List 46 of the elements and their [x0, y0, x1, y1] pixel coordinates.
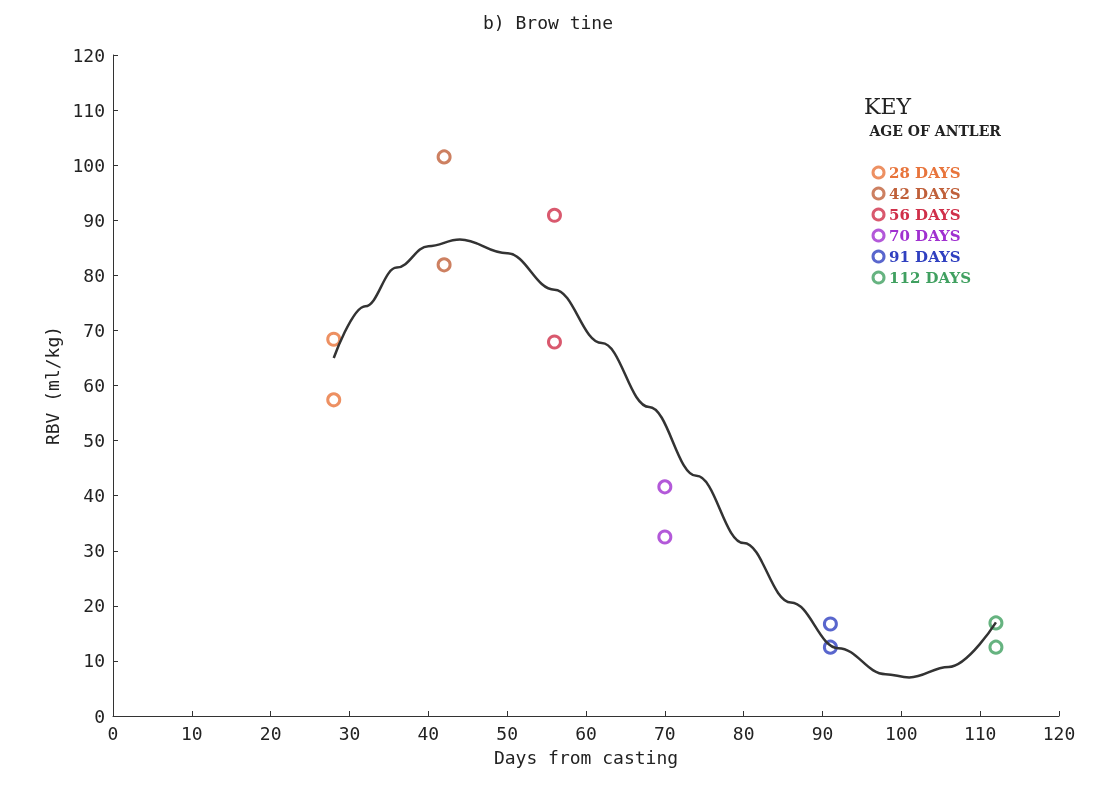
- y-tick-label: 90: [83, 209, 105, 231]
- y-tick-label: 110: [72, 99, 105, 121]
- y-tick-label: 80: [83, 264, 105, 286]
- x-tick-label: 0: [107, 722, 119, 744]
- point: [822, 616, 838, 632]
- legend-label: 28 DAYS: [889, 163, 961, 182]
- x-tick-label: 30: [338, 722, 361, 744]
- chart-title: b) Brow tine: [482, 11, 614, 33]
- y-tick-label: 40: [83, 485, 105, 507]
- y-tick-label: 60: [83, 375, 105, 396]
- x-tick-label: 10: [180, 722, 203, 744]
- x-tick-label: 80: [732, 722, 755, 744]
- y-tick-label: 30: [83, 540, 105, 562]
- point: [657, 529, 673, 545]
- point: [326, 331, 342, 347]
- y-tick-label: 100: [72, 154, 105, 176]
- y-tick-label: 50: [83, 430, 105, 452]
- point: [436, 257, 452, 273]
- legend-label: 56 DAYS: [889, 205, 961, 224]
- y-tick-label: 10: [83, 650, 105, 672]
- x-tick-label: 70: [653, 722, 676, 744]
- x-tick-label: 40: [417, 722, 440, 744]
- y-axis-title: RBV (ml/kg): [42, 325, 64, 446]
- legend-label: 112 DAYS: [889, 268, 972, 287]
- legend-label: 70 DAYS: [889, 226, 961, 245]
- x-tick-label: 100: [885, 722, 918, 744]
- y-tick-label: 0: [94, 705, 105, 727]
- point: [326, 392, 342, 408]
- x-tick-label: 110: [963, 722, 997, 744]
- y-tick-label: 120: [72, 44, 105, 66]
- x-tick-label: 90: [811, 722, 834, 744]
- x-tick-label: 50: [496, 722, 519, 744]
- legend-title: KEY AGE OF ANTLER: [863, 93, 1002, 139]
- x-axis-title: Days from casting: [493, 746, 679, 768]
- x-tick-label: 20: [259, 722, 282, 744]
- point: [436, 149, 452, 165]
- point: [988, 639, 1004, 655]
- y-tick-label: 20: [83, 595, 105, 617]
- legend-label: 42 DAYS: [889, 184, 961, 203]
- point: [546, 207, 562, 223]
- point: [546, 334, 562, 350]
- legend-label: 91 DAYS: [889, 247, 961, 266]
- y-tick-label: 70: [83, 319, 105, 341]
- point: [657, 479, 673, 495]
- x-tick-label: 120: [1042, 722, 1076, 744]
- x-tick-label: 60: [575, 722, 597, 744]
